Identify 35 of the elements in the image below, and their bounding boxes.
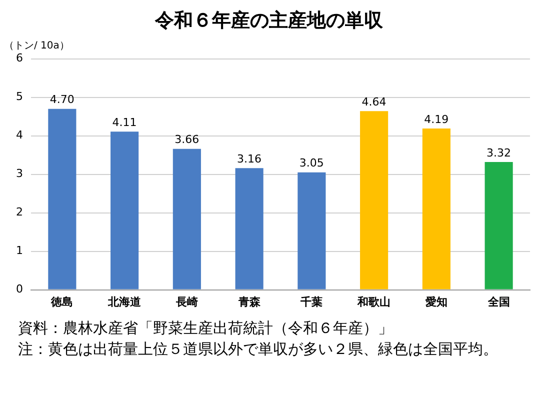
bar: [298, 172, 326, 290]
y-tick-label: 4: [16, 128, 23, 142]
data-label: 4.70: [50, 93, 74, 106]
data-label: 4.64: [362, 96, 386, 109]
x-tick-label: 北海道: [107, 295, 142, 308]
data-label: 3.32: [486, 146, 512, 160]
x-tick-label: 和歌山: [356, 295, 391, 308]
x-tick-label: 全国: [486, 295, 510, 308]
y-axis-title: （トン/ 10a）: [4, 40, 70, 52]
x-tick-label: 青森: [237, 295, 262, 308]
data-label: 4.11: [112, 116, 137, 129]
y-tick-label: 3: [16, 167, 23, 180]
bar: [110, 132, 139, 290]
bar: [422, 128, 450, 290]
x-tick-label: 徳島: [50, 295, 74, 308]
data-label: 4.19: [424, 112, 449, 126]
data-label: 3.66: [174, 133, 200, 146]
y-tick-label: 1: [16, 244, 23, 258]
data-label: 3.16: [237, 152, 262, 166]
x-tick-label: 愛知: [425, 295, 448, 308]
x-tick-label: 千葉: [300, 295, 323, 308]
bar: [235, 168, 264, 290]
bar: [484, 162, 513, 290]
bar: [172, 148, 201, 290]
y-tick-label: 6: [16, 52, 23, 65]
y-tick-label: 0: [16, 282, 23, 296]
y-tick-label: 5: [16, 90, 23, 104]
bar: [360, 111, 388, 290]
x-tick-label: 長崎: [174, 295, 198, 308]
data-label: 3.05: [299, 156, 324, 170]
y-tick-label: 2: [16, 206, 23, 219]
chart-title: 令和６年産の主産地の単収: [154, 9, 384, 32]
bar: [48, 108, 76, 290]
text: 注：黄色は出荷量上位５道県以外で単収が多い２県、緑色は全国平均。: [18, 339, 499, 360]
text: 資料：農林水産省「野菜生産出荷統計（令和６年産）」: [18, 318, 394, 339]
